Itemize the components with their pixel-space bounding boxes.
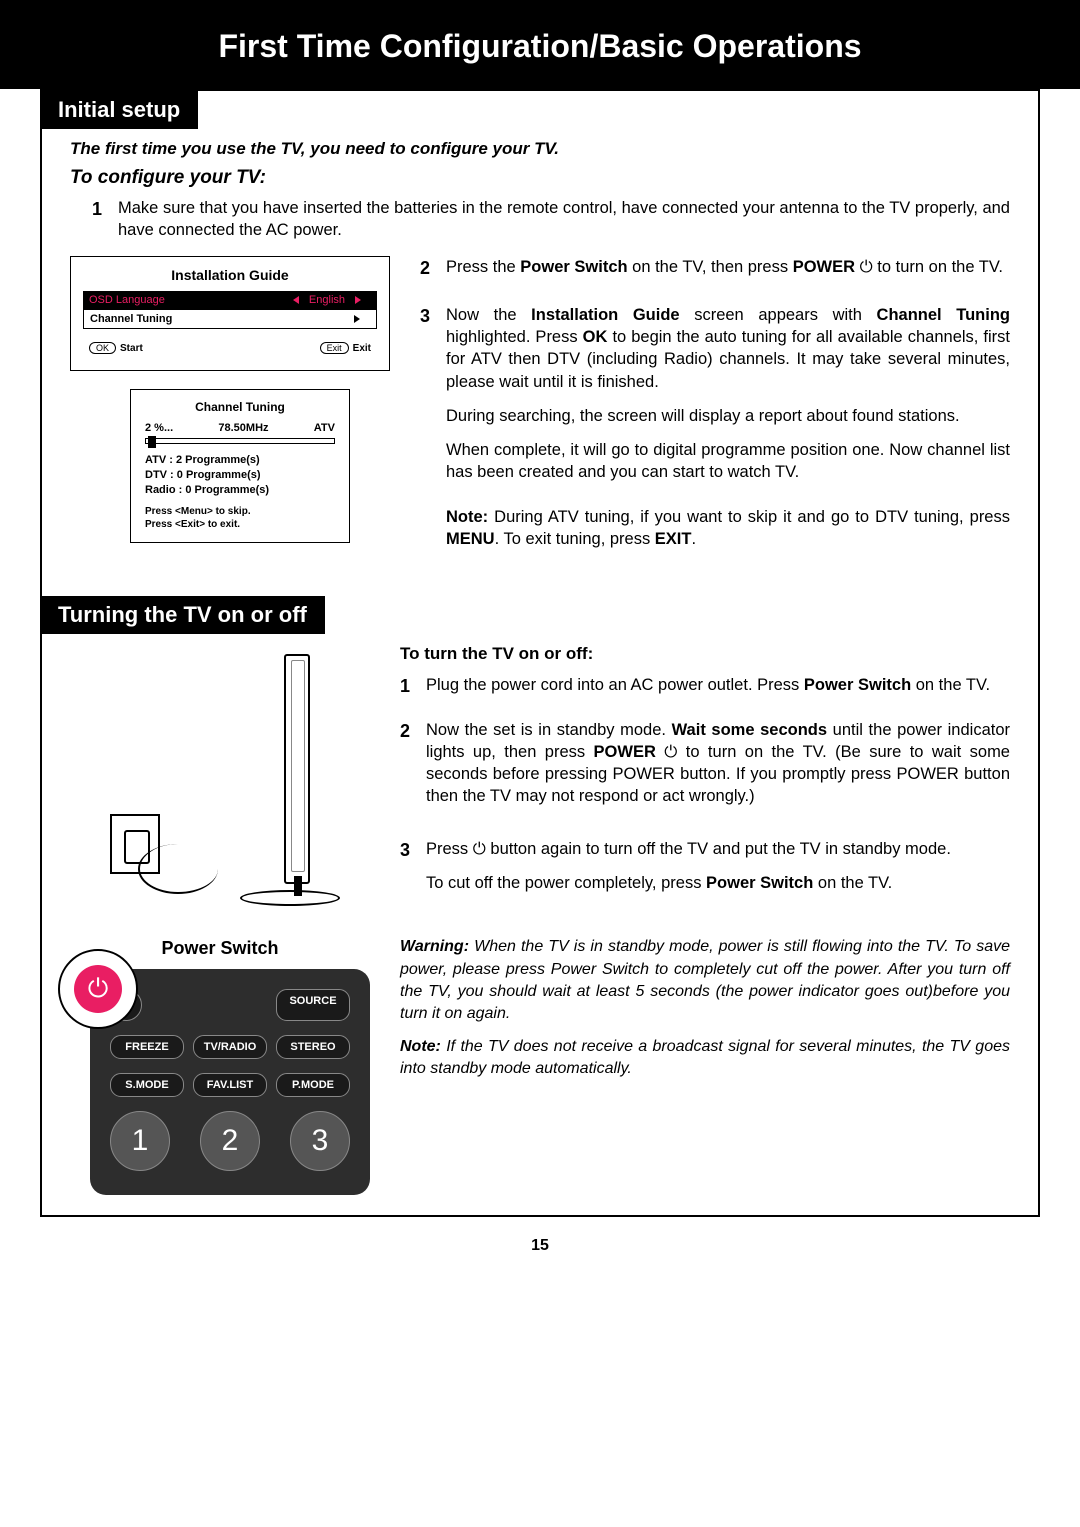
tvradio-button: TV/RADIO: [193, 1035, 267, 1059]
exit-key: ExitExit: [320, 343, 371, 354]
note-text: Note: If the TV does not receive a broad…: [400, 1036, 1010, 1081]
warning-text: Warning: When the TV is in standby mode,…: [400, 936, 1010, 1026]
channel-tuning-label: Channel Tuning: [90, 313, 172, 325]
turn-step-2: 2 Now the set is in standby mode. Wait s…: [400, 719, 1010, 808]
tuning-mode: ATV: [314, 422, 335, 434]
tstep3-body: Press button again to turn off the TV an…: [426, 838, 1010, 907]
tuning-percent: 2 %...: [145, 422, 173, 434]
turn-on-off-subhead: To turn the TV on or off:: [400, 644, 1010, 664]
channel-tuning-box: Channel Tuning 2 %... 78.50MHz ATV ATV :…: [130, 389, 350, 543]
tstep2-body: Now the set is in standby mode. Wait som…: [426, 719, 1010, 808]
osd-value: English: [309, 294, 345, 306]
tstep1-num: 1: [400, 674, 416, 698]
section2-tab: Turning the TV on or off: [40, 596, 325, 634]
turn-step-1: 1 Plug the power cord into an AC power o…: [400, 674, 1010, 698]
step-3: 3 Now the Installation Guide screen appe…: [420, 304, 1010, 562]
freeze-button: FREEZE: [110, 1035, 184, 1059]
section1-content: The first time you use the TV, you need …: [42, 129, 1038, 596]
page-number: 15: [0, 1217, 1080, 1275]
configure-subhead: To configure your TV:: [70, 167, 1010, 189]
num-1: 1: [110, 1111, 170, 1171]
tstep1-body: Plug the power cord into an AC power out…: [426, 674, 1010, 698]
tuning-skip: Press <Menu> to skip.: [145, 506, 335, 517]
power-button-callout: [58, 949, 138, 1029]
intro-text: The first time you use the TV, you need …: [70, 139, 1010, 159]
tuning-dtv: DTV : 0 Programme(s): [145, 469, 335, 481]
step1-body: Make sure that you have inserted the bat…: [118, 197, 1010, 242]
install-guide-box: Installation Guide OSD Language English …: [70, 256, 390, 371]
num-3: 3: [290, 1111, 350, 1171]
power-icon: [473, 840, 486, 858]
section1-tab: Initial setup: [40, 91, 198, 129]
osd-language-row: OSD Language English: [83, 291, 377, 309]
osd-label: OSD Language: [89, 294, 165, 306]
tuning-radio: Radio : 0 Programme(s): [145, 484, 335, 496]
step2-num: 2: [420, 256, 436, 280]
ok-key: OKStart: [89, 343, 143, 354]
tuning-exit: Press <Exit> to exit.: [145, 519, 335, 530]
page-header: First Time Configuration/Basic Operation…: [0, 0, 1080, 89]
tuning-progress: [145, 438, 335, 444]
favlist-button: FAV.LIST: [193, 1073, 267, 1097]
power-icon: [860, 258, 873, 276]
pmode-button: P.MODE: [276, 1073, 350, 1097]
step1-num: 1: [92, 197, 108, 242]
power-icon: [664, 743, 677, 761]
step-1: 1 Make sure that you have inserted the b…: [92, 197, 1010, 242]
tuning-title: Channel Tuning: [145, 400, 335, 414]
left-arrow-icon: [293, 296, 299, 304]
tuning-freq: 78.50MHz: [218, 422, 268, 434]
tstep3-num: 3: [400, 838, 416, 907]
smode-button: S.MODE: [110, 1073, 184, 1097]
power-icon: [74, 965, 122, 1013]
page-body: Initial setup The first time you use the…: [40, 89, 1040, 1217]
stereo-button: STEREO: [276, 1035, 350, 1059]
right-arrow-icon: [355, 296, 361, 304]
remote-illustration: SOURCE FREEZE TV/RADIO STEREO S.MODE FAV…: [70, 969, 370, 1195]
step3-num: 3: [420, 304, 436, 562]
source-button: SOURCE: [276, 989, 350, 1021]
section2-content: Power Switch SOURCE FREEZE TV/RAD: [42, 634, 1038, 1215]
step3-body: Now the Installation Guide screen appear…: [446, 304, 1010, 562]
tuning-atv: ATV : 2 Programme(s): [145, 454, 335, 466]
channel-tuning-row: Channel Tuning: [83, 309, 377, 329]
step2-body: Press the Power Switch on the TV, then p…: [446, 256, 1010, 280]
tv-illustration: [90, 654, 350, 934]
right-arrow-icon: [354, 315, 360, 323]
num-2: 2: [200, 1111, 260, 1171]
step-2: 2 Press the Power Switch on the TV, then…: [420, 256, 1010, 280]
install-title: Installation Guide: [83, 267, 377, 283]
turn-step-3: 3 Press button again to turn off the TV …: [400, 838, 1010, 907]
tstep2-num: 2: [400, 719, 416, 808]
